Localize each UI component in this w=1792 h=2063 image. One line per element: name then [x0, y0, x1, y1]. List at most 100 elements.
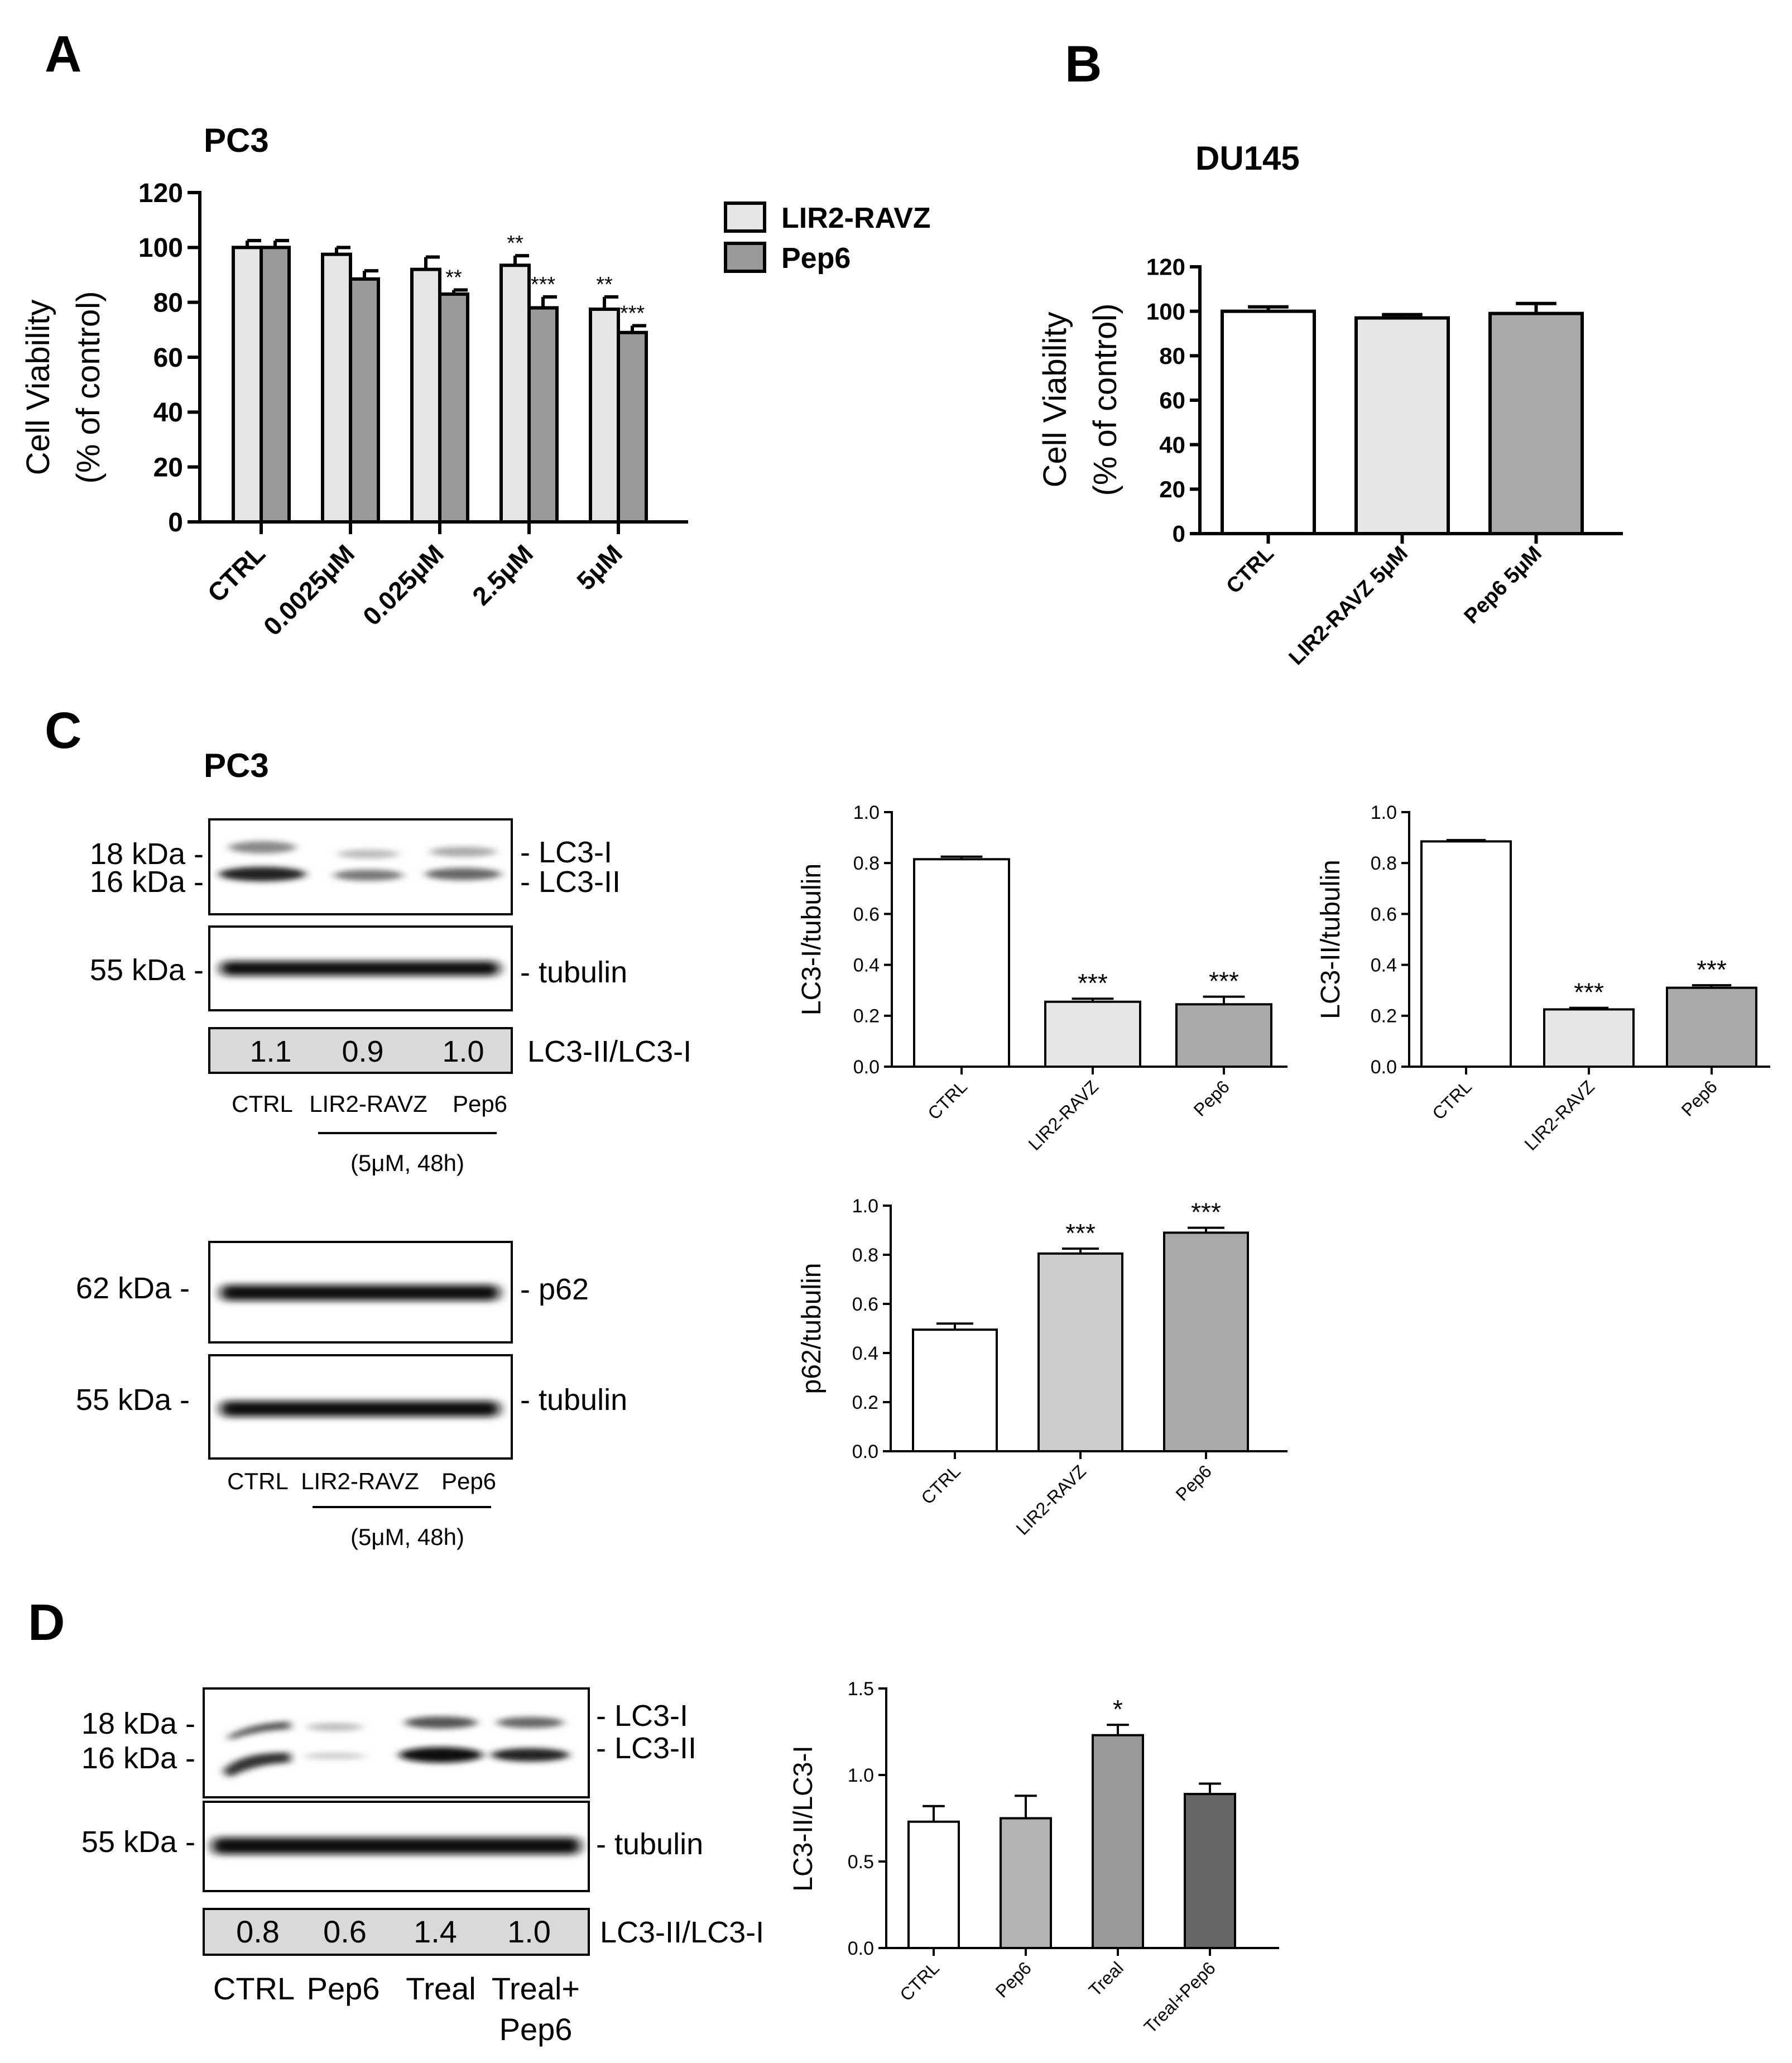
- y-tick-label: 0.6: [852, 1294, 878, 1315]
- band: [229, 841, 296, 853]
- band-label: - tubulin: [520, 956, 627, 989]
- bar: [913, 858, 1010, 1068]
- x-tick-label: CTRL: [1222, 542, 1279, 598]
- lane-label: CTRL: [227, 1468, 289, 1494]
- bar: [1221, 309, 1316, 536]
- band: [338, 850, 399, 858]
- band-label: - tubulin: [596, 1827, 703, 1861]
- x-tick-label: LIR2-RAVZ: [1024, 1076, 1102, 1154]
- x-tick-label: Treal: [1085, 1958, 1127, 2000]
- y-tick-label: 80: [1159, 343, 1185, 369]
- y-tick-label: 120: [138, 179, 183, 208]
- bar: [1666, 986, 1757, 1068]
- band: [307, 1723, 363, 1731]
- ratio-value: 1.0: [442, 1035, 484, 1068]
- band: [229, 1721, 290, 1740]
- y-tick-label: 0: [1173, 521, 1185, 547]
- y-tick-label: 1.0: [848, 1765, 874, 1786]
- lane-label: LIR2-RAVZ: [309, 1091, 427, 1117]
- x-tick-label: 2.5μM: [467, 539, 539, 611]
- band: [304, 1753, 366, 1759]
- panel-c-title: PC3: [204, 747, 269, 784]
- band: [220, 1285, 499, 1301]
- panel-c-letter: C: [45, 702, 81, 759]
- band-label: - LC3-I: [596, 1699, 688, 1733]
- bar-pep6: [260, 246, 291, 524]
- marker-label: 18 kDa -: [81, 1707, 195, 1740]
- panel-a-ylabel-line2: (% of control): [70, 291, 107, 484]
- band: [220, 961, 499, 976]
- bar: [1175, 1003, 1272, 1068]
- panel-d-letter: D: [28, 1594, 65, 1651]
- blot-d-lc3-frame: [203, 1687, 590, 1798]
- y-tick-label: 0.8: [853, 853, 880, 874]
- bar: [1420, 840, 1512, 1068]
- x-tick-label: Treal+Pep6: [1140, 1958, 1219, 2037]
- x-tick-label: Pep6: [992, 1958, 1035, 2001]
- marker-label: 16 kDa -: [81, 1741, 195, 1775]
- panel-a-title: PC3: [204, 122, 269, 159]
- legend-swatch-lir2-ravz: [724, 201, 766, 233]
- bar: [1092, 1734, 1144, 1949]
- band: [430, 847, 497, 857]
- lane-label: Treal+: [492, 1971, 580, 2006]
- ratio-label: LC3-II/LC3-I: [600, 1916, 764, 1949]
- panel-b-letter: B: [1065, 36, 1102, 93]
- bar-pep6: [527, 306, 559, 524]
- bar: [912, 1328, 998, 1452]
- chart-c2: 0.0 0.2 0.4 0.6 0.8 1.0 LC3-II/tubulin CTRL *** L…: [1316, 802, 1770, 1154]
- y-tick-label: 1.5: [848, 1678, 874, 1700]
- y-tick-label: 0.2: [852, 1392, 878, 1413]
- band: [491, 1748, 569, 1762]
- x-tick-label: 0.0025μM: [258, 539, 360, 641]
- significance-label: **: [596, 273, 613, 296]
- y-tick-label: 0.0: [852, 1441, 878, 1462]
- lane-label: CTRL: [213, 1971, 295, 2006]
- band: [220, 1401, 499, 1417]
- lane-label: Pep6: [441, 1468, 496, 1494]
- panel-a-letter: A: [45, 26, 81, 83]
- y-tick-label: 1.0: [853, 802, 880, 823]
- y-tick-label: 0.4: [853, 955, 880, 976]
- treatment-label: (5μM, 48h): [350, 1150, 464, 1176]
- y-tick-label: 100: [1146, 298, 1185, 324]
- y-tick-label: 0.4: [1371, 955, 1397, 976]
- x-tick-label: LIR2-RAVZ: [1520, 1076, 1598, 1154]
- significance-label: ***: [531, 273, 556, 296]
- band: [212, 1837, 580, 1854]
- ratio-value: 0.9: [342, 1035, 383, 1068]
- y-tick-label: 1.0: [852, 1196, 878, 1217]
- y-axis-label: LC3-I/tubulin: [797, 863, 827, 1015]
- bar-pep6: [617, 330, 648, 524]
- chart-c1: 0.0 0.2 0.4 0.6 0.8 1.0 LC3-I/tubulin CTRL *** LI…: [797, 802, 1287, 1154]
- marker-label: 55 kDa -: [81, 1825, 195, 1859]
- x-tick-label: Pep6: [1678, 1076, 1721, 1120]
- marker-label: 18 kDa -: [90, 837, 204, 871]
- band-label: - LC3-I: [520, 836, 612, 869]
- panel-b-ylabel-line2: (% of control): [1087, 304, 1123, 496]
- lane-label: Pep6: [307, 1971, 380, 2006]
- x-tick-label: CTRL: [917, 1461, 964, 1508]
- x-tick-label: Pep6 5μM: [1460, 542, 1546, 629]
- bar: [1000, 1817, 1052, 1949]
- x-tick-label: CTRL: [1428, 1076, 1476, 1124]
- legend-label-pep6: Pep6: [781, 242, 851, 275]
- y-axis-label: LC3-II/LC3-I: [789, 1745, 818, 1891]
- bar-lir2-ravz: [589, 307, 620, 524]
- panel-a-legend: LIR2-RAVZ Pep6: [724, 201, 931, 275]
- significance-label: ***: [1697, 955, 1727, 984]
- lane-label: Pep6: [499, 2012, 573, 2047]
- bar-lir2-ravz: [410, 267, 441, 524]
- bar: [1163, 1231, 1249, 1452]
- panel-b-title: DU145: [1195, 140, 1300, 177]
- blot-c-lc3-frame: [208, 818, 513, 915]
- x-tick-label: LIR2-RAVZ 5μM: [1285, 542, 1413, 670]
- y-tick-label: 60: [1159, 387, 1185, 414]
- ratio-label: LC3-II/LC3-I: [527, 1035, 691, 1068]
- lane-label: LIR2-RAVZ: [301, 1468, 419, 1494]
- legend-label-lir2-ravz: LIR2-RAVZ: [781, 202, 931, 234]
- blot-c-lc3: 1.1 0.9 1.0 LC3-II/LC3-I 18 kDa - 16 kDa…: [90, 818, 691, 1176]
- x-tick-label: LIR2-RAVZ: [1012, 1461, 1089, 1538]
- bar: [1044, 1000, 1141, 1068]
- treatment-label: (5μM, 48h): [350, 1524, 464, 1550]
